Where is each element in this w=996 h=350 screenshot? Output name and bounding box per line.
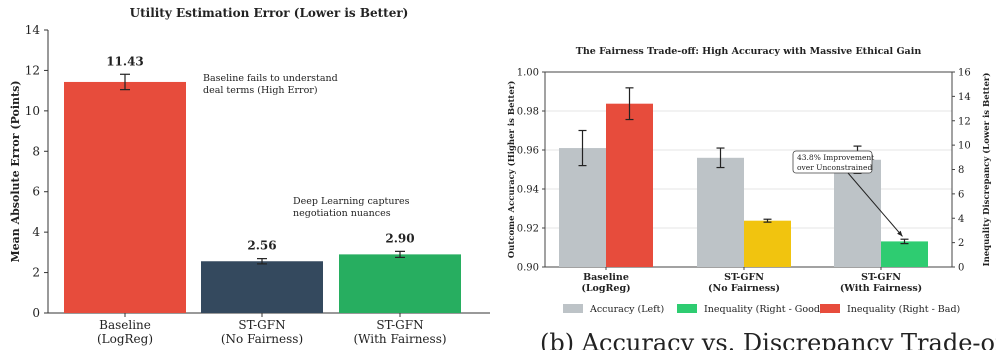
y-right-tick-label: 14 [958,92,971,103]
y-tick-label: 6 [32,185,40,199]
y-left-tick-label: 0.90 [517,263,539,274]
x-tick-label: (With Fairness) [840,283,922,294]
y-left-tick-label: 0.96 [517,146,539,157]
value-label: 11.43 [106,54,144,68]
y-right-tick-label: 6 [958,189,964,200]
y-right-tick-label: 16 [958,68,971,79]
y-left-tick-label: 0.98 [517,107,539,118]
y-axis-label: Mean Absolute Error (Points) [9,80,22,262]
inequality-bar [744,220,791,267]
annotation: negotiation nuances [293,208,391,219]
y-left-axis-label: Outcome Accuracy (Higher is Better) [506,81,517,258]
y-left-tick-label: 0.94 [517,185,539,196]
x-tick-label: (No Fairness) [221,332,303,346]
legend-label: Inequality (Right - Bad) [847,304,960,315]
annotation: deal terms (High Error) [203,85,318,96]
annotation-text: over Unconstrained [797,163,872,172]
x-tick-label: Baseline [583,272,629,283]
y-right-tick-label: 4 [958,214,964,225]
y-right-axis-label: Inequality Discrepancy (Lower is Better) [981,73,992,267]
legend-label: Inequality (Right - Good) [704,304,824,315]
x-tick-label: ST-GFN [376,318,423,332]
chart-utility-error: Utility Estimation Error (Lower is Bette… [9,6,490,346]
y-tick-label: 10 [25,104,40,118]
y-tick-label: 8 [32,144,40,158]
annotation-arrow [847,172,903,237]
inequality-bar [606,103,653,267]
legend-swatch [677,304,697,313]
legend-swatch [563,304,583,313]
chart-fairness-tradeoff: The Fairness Trade-off: High Accuracy wi… [506,46,992,315]
bar [339,254,461,313]
value-label: 2.56 [247,239,276,253]
y-left-tick-label: 1.00 [517,68,539,79]
chart-b-title: The Fairness Trade-off: High Accuracy wi… [576,46,922,57]
y-right-tick-label: 10 [958,141,971,152]
annotation: Deep Learning captures [293,196,410,207]
annotation-arrowhead [897,230,903,237]
x-tick-label: (LogReg) [97,332,153,346]
x-tick-label: (LogReg) [581,283,630,294]
value-label: 2.90 [385,231,414,245]
inequality-bar [881,241,928,267]
bar [64,81,186,313]
x-tick-label: (No Fairness) [708,283,780,294]
y-tick-label: 2 [32,266,40,280]
accuracy-bar [834,159,881,267]
x-tick-label: ST-GFN [238,318,285,332]
annotation-text: 43.8% Improvement [797,153,874,162]
annotation-box [792,150,873,174]
x-tick-label: Baseline [99,318,151,332]
y-right-tick-label: 12 [958,116,971,127]
x-tick-label: ST-GFN [861,272,901,283]
x-tick-label: ST-GFN [724,272,764,283]
accuracy-bar [697,157,744,267]
legend-label: Accuracy (Left) [589,304,664,315]
legend-swatch [820,304,840,313]
y-tick-label: 12 [25,63,40,77]
y-tick-label: 4 [32,225,40,239]
y-left-tick-label: 0.92 [517,224,539,235]
annotation: Baseline fails to understand [203,73,338,84]
y-right-tick-label: 8 [958,165,964,176]
bar [201,261,323,313]
y-tick-label: 0 [32,306,40,320]
figure-caption: (b) Accuracy vs. Discrepancy Trade-off. … [540,329,996,350]
y-right-tick-label: 0 [958,263,964,274]
x-tick-label: (With Fairness) [353,332,446,346]
y-tick-label: 14 [25,23,41,37]
accuracy-bar [559,148,606,267]
chart-a-title: Utility Estimation Error (Lower is Bette… [130,6,409,20]
y-right-tick-label: 2 [958,238,964,249]
